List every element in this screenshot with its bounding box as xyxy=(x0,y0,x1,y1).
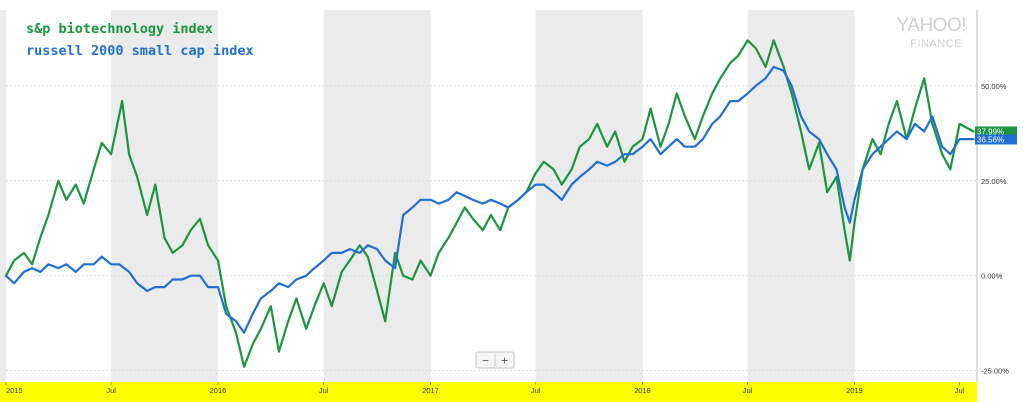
shaded-band-2 xyxy=(535,10,643,382)
x-tick-label-3: Jul xyxy=(319,386,329,395)
legend-entry-russell-2000: russell 2000 small cap index xyxy=(26,43,254,59)
legend-entry-sp-biotech: s&p biotechnology index xyxy=(26,21,213,37)
last-value-badge-0 xyxy=(975,126,1017,137)
x-tick-label-7: Jul xyxy=(743,386,753,395)
y-tick-label-0: -25.00% xyxy=(981,367,1009,376)
x-tick-label-6: 2018 xyxy=(634,386,651,395)
x-tick-label-1: Jul xyxy=(106,386,116,395)
x-tick-label-5: Jul xyxy=(531,386,541,395)
legend: s&p biotechnology index russell 2000 sma… xyxy=(26,21,254,59)
zoom-out-button[interactable]: − xyxy=(482,354,489,368)
y-tick-label-2: 25.00% xyxy=(981,177,1007,186)
x-tick-label-4: 2017 xyxy=(422,386,439,395)
last-value-badges: 37.99%36.56% xyxy=(975,126,1017,145)
shaded-band-1 xyxy=(323,10,431,382)
x-tick-label-9: Jul xyxy=(955,386,965,395)
y-tick-label-1: 0.00% xyxy=(981,272,1003,281)
logo-text: YAHOO! xyxy=(897,15,967,36)
x-tick-label-0: 2015 xyxy=(6,386,23,395)
last-value-label-0: 37.99% xyxy=(977,127,1004,136)
last-value-label-1: 36.56% xyxy=(977,135,1004,144)
x-axis-band xyxy=(0,382,977,402)
series-line-1 xyxy=(4,65,975,334)
shaded-band-0 xyxy=(111,10,218,382)
x-axis: 2015 Jul 2016 Jul 2017 Jul 2018 Jul 2019 Jul xyxy=(0,382,977,402)
series-lines xyxy=(4,39,975,368)
zoom-in-button[interactable]: + xyxy=(501,354,508,368)
gridlines xyxy=(6,85,977,372)
zoom-control[interactable]: − + xyxy=(475,351,515,369)
y-tick-label-3: 50.00% xyxy=(981,82,1007,91)
logo-subtext: FINANCE xyxy=(910,38,962,50)
shaded-bands xyxy=(0,10,855,382)
last-value-badge-1 xyxy=(975,134,1017,145)
y-axis: -25.00% 0.00% 25.00% 50.00% xyxy=(981,82,1009,376)
shaded-band-3 xyxy=(747,10,855,382)
shaded-band-left-edge xyxy=(0,10,6,382)
yahoo-finance-logo: YAHOO! FINANCE xyxy=(897,15,967,50)
series-line-0 xyxy=(4,39,975,368)
x-tick-label-8: 2019 xyxy=(846,386,863,395)
x-tick-label-2: 2016 xyxy=(210,386,227,395)
